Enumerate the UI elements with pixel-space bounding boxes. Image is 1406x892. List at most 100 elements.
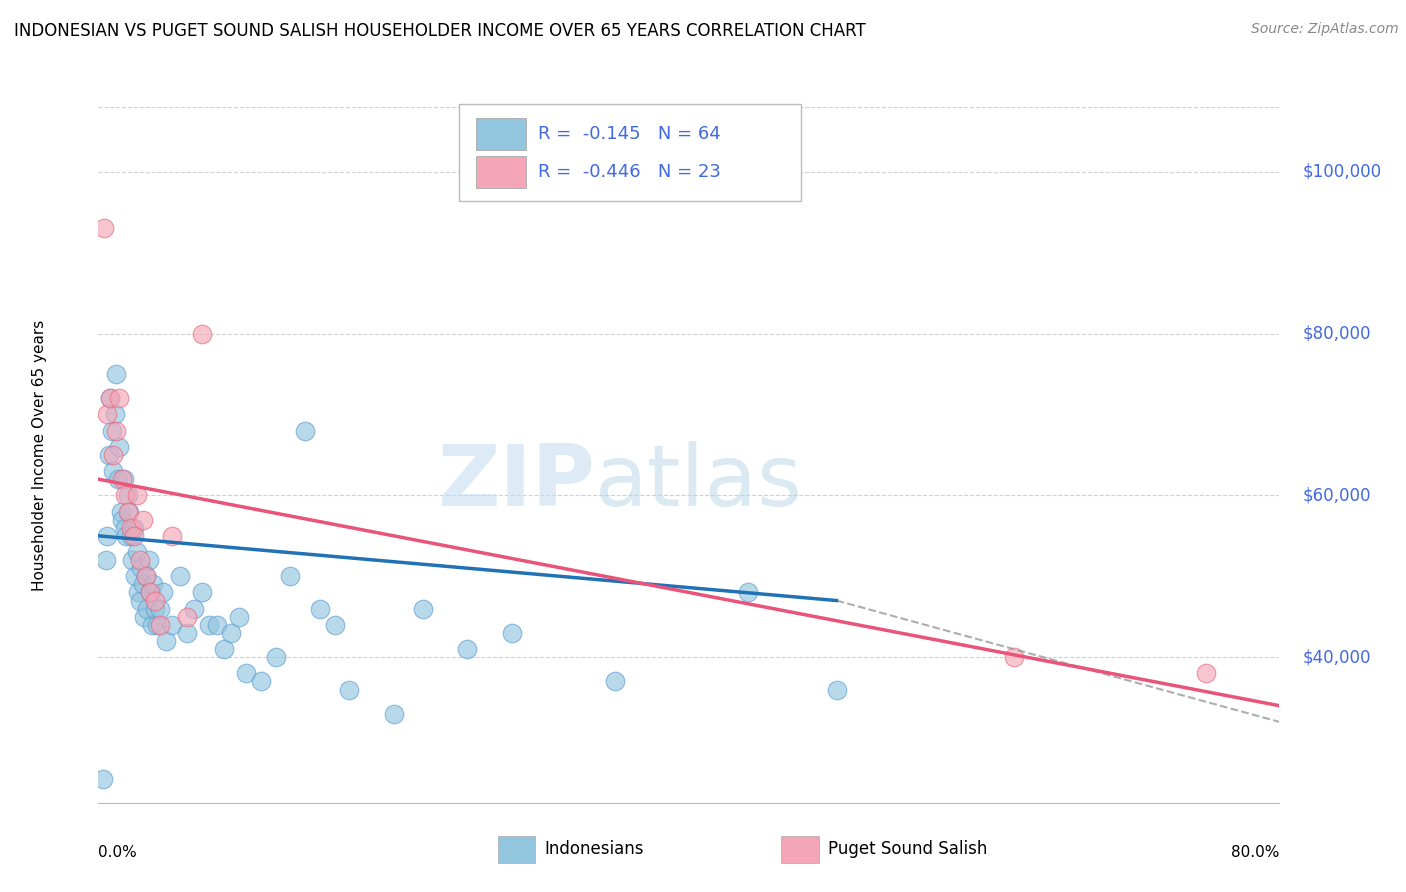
Point: [111, 472, 134, 486]
Point: [108, 392, 131, 406]
Point: [117, 504, 139, 518]
Point: [191, 326, 214, 341]
Point: [162, 529, 183, 543]
Point: [129, 561, 152, 575]
Point: [122, 521, 145, 535]
Point: [132, 577, 155, 591]
Point: [143, 601, 166, 615]
FancyBboxPatch shape: [782, 836, 818, 863]
Text: $40,000: $40,000: [1303, 648, 1372, 666]
Point: [149, 601, 172, 615]
Text: 80.0%: 80.0%: [1232, 845, 1279, 860]
Text: $60,000: $60,000: [1303, 486, 1372, 504]
Point: [132, 513, 155, 527]
Point: [96, 529, 118, 543]
Text: R =  -0.145   N = 64: R = -0.145 N = 64: [537, 125, 720, 144]
Point: [456, 642, 478, 657]
Point: [114, 521, 136, 535]
Point: [212, 642, 235, 657]
Point: [412, 601, 434, 615]
Point: [105, 367, 128, 381]
Point: [1002, 650, 1025, 665]
Text: $80,000: $80,000: [1303, 325, 1372, 343]
Point: [135, 569, 157, 583]
Point: [235, 666, 257, 681]
Point: [98, 392, 121, 406]
Point: [118, 504, 141, 518]
Text: R =  -0.446   N = 23: R = -0.446 N = 23: [537, 163, 721, 181]
Point: [141, 617, 163, 632]
FancyBboxPatch shape: [477, 118, 526, 150]
Point: [124, 569, 146, 583]
Point: [501, 626, 523, 640]
Point: [309, 601, 332, 615]
FancyBboxPatch shape: [498, 836, 536, 863]
Point: [122, 529, 145, 543]
Point: [146, 617, 169, 632]
Point: [176, 626, 198, 640]
Point: [112, 472, 135, 486]
Point: [117, 488, 139, 502]
Point: [139, 585, 162, 599]
Text: $100,000: $100,000: [1303, 162, 1382, 181]
Point: [135, 569, 157, 583]
Point: [278, 569, 302, 583]
Point: [120, 521, 142, 535]
Point: [337, 682, 360, 697]
Point: [108, 440, 131, 454]
Point: [128, 593, 150, 607]
Point: [183, 601, 205, 615]
Point: [128, 553, 150, 567]
Text: 0.0%: 0.0%: [98, 845, 138, 860]
Point: [219, 626, 242, 640]
Text: Indonesians: Indonesians: [546, 840, 644, 858]
Point: [139, 585, 162, 599]
FancyBboxPatch shape: [477, 156, 526, 188]
Point: [176, 609, 198, 624]
Point: [382, 706, 405, 721]
Point: [134, 609, 156, 624]
Point: [149, 617, 172, 632]
Point: [98, 392, 121, 406]
Point: [110, 504, 132, 518]
Point: [198, 617, 221, 632]
FancyBboxPatch shape: [458, 103, 801, 201]
Point: [250, 674, 273, 689]
Point: [191, 585, 214, 599]
Point: [125, 545, 148, 559]
Point: [127, 585, 149, 599]
Text: Householder Income Over 65 years: Householder Income Over 65 years: [32, 319, 46, 591]
Text: atlas: atlas: [595, 442, 803, 524]
Point: [104, 408, 127, 422]
Point: [103, 448, 125, 462]
Point: [205, 617, 228, 632]
Point: [155, 634, 177, 648]
Text: Source: ZipAtlas.com: Source: ZipAtlas.com: [1251, 22, 1399, 37]
Point: [100, 424, 122, 438]
Point: [107, 472, 129, 486]
Point: [1195, 666, 1218, 681]
Point: [142, 577, 165, 591]
Point: [125, 488, 148, 502]
Point: [94, 553, 117, 567]
Point: [96, 408, 118, 422]
Text: Puget Sound Salish: Puget Sound Salish: [828, 840, 987, 858]
Point: [228, 609, 250, 624]
Point: [111, 513, 134, 527]
Text: INDONESIAN VS PUGET SOUND SALISH HOUSEHOLDER INCOME OVER 65 YEARS CORRELATION CH: INDONESIAN VS PUGET SOUND SALISH HOUSEHO…: [14, 22, 866, 40]
Point: [91, 772, 114, 786]
Point: [105, 424, 128, 438]
Point: [323, 617, 346, 632]
Point: [115, 529, 138, 543]
Point: [138, 553, 160, 567]
Point: [103, 464, 125, 478]
Point: [152, 585, 174, 599]
Point: [136, 601, 159, 615]
Point: [97, 448, 120, 462]
Point: [143, 593, 166, 607]
Point: [121, 553, 143, 567]
Point: [120, 529, 142, 543]
Point: [825, 682, 848, 697]
Point: [114, 488, 136, 502]
Point: [737, 585, 759, 599]
